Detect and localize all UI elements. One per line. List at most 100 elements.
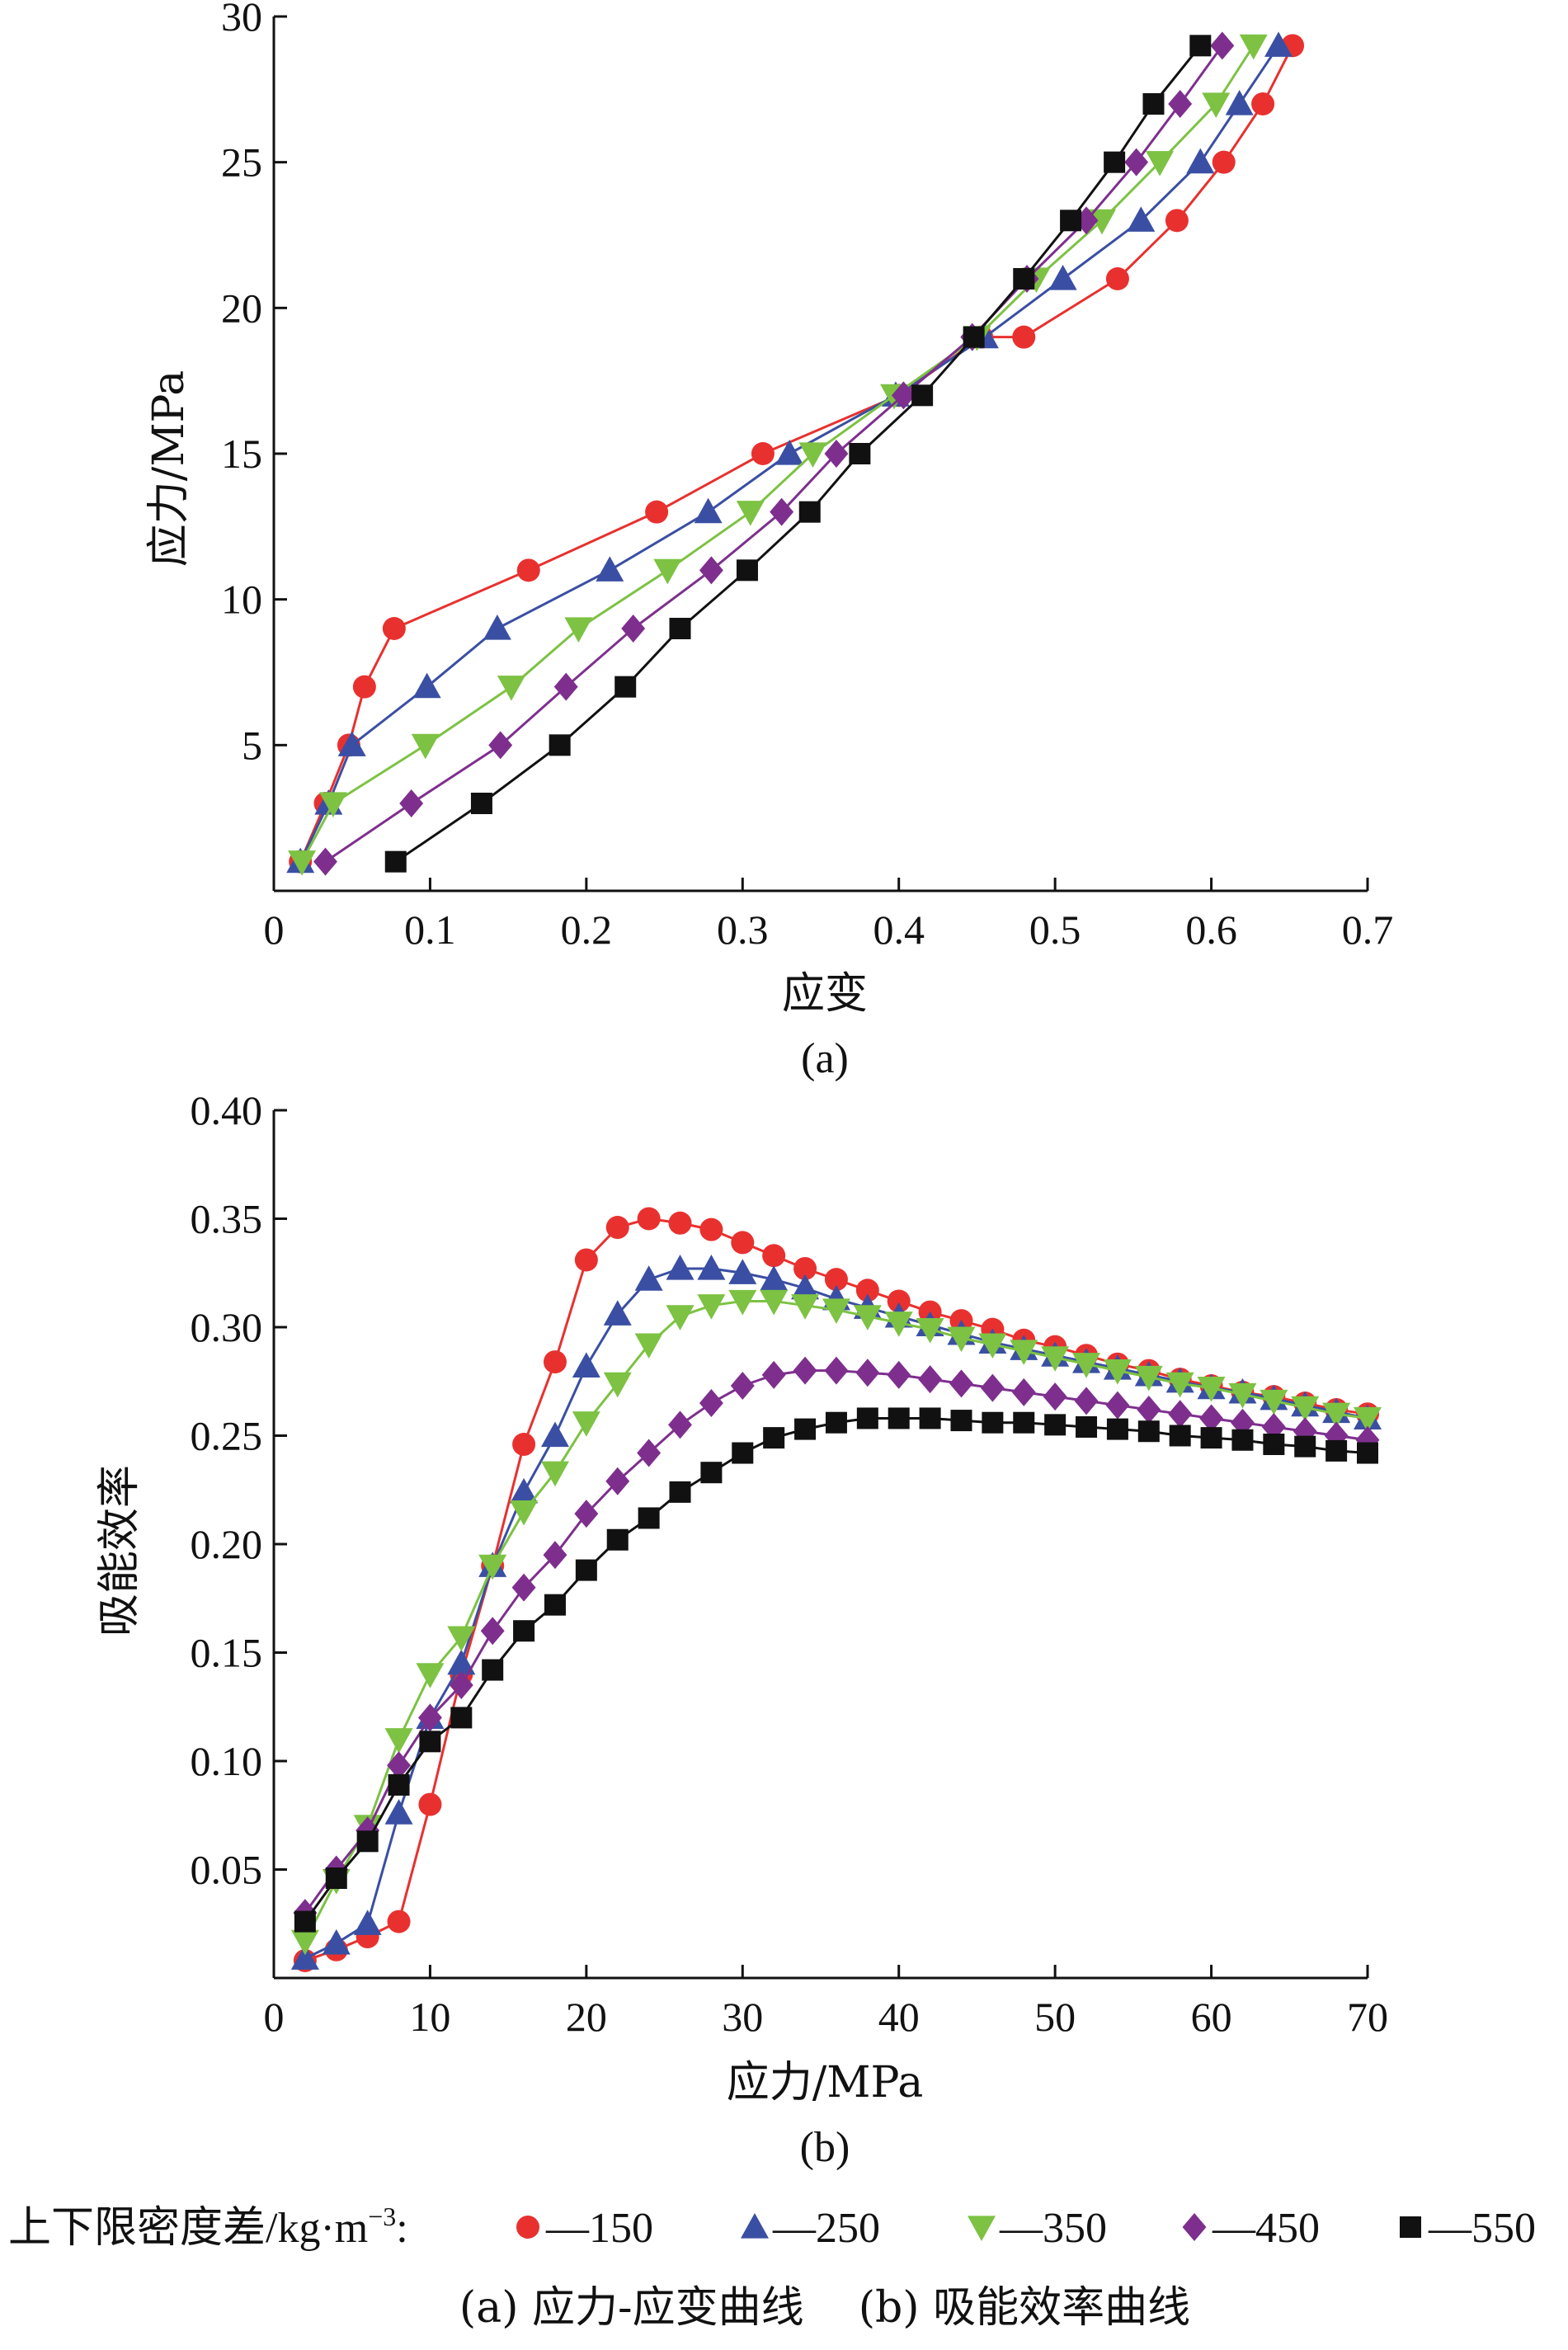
panel-b-series-550-point xyxy=(763,1427,785,1449)
panel-b-series-350-point xyxy=(540,1461,569,1487)
legend-item-350: —350 xyxy=(968,2205,1107,2252)
panel-b-series-450-point xyxy=(387,1751,411,1780)
legend-marker-icon xyxy=(516,2216,539,2239)
panel-a-y-tick-label: 25 xyxy=(221,139,262,186)
panel-b-series-350-point xyxy=(884,1312,913,1337)
panel-b-series-550-point xyxy=(700,1462,723,1484)
panel-a-x-tick-label: 0.7 xyxy=(1342,907,1394,953)
panel-b-series-550-point xyxy=(482,1659,504,1681)
panel-a-series-550-point xyxy=(384,850,407,873)
panel-a-series-550-point xyxy=(911,384,934,407)
panel-b-series-550-point xyxy=(513,1620,535,1642)
panel-a-label: (a) xyxy=(801,1035,849,1082)
panel-a-series-550 xyxy=(384,35,1212,873)
panel-b-series-250-point xyxy=(447,1649,476,1675)
panel-a-series-450-point xyxy=(553,672,578,701)
panel-a-series-450-point xyxy=(621,615,646,643)
panel-b-series-450-point xyxy=(1011,1378,1036,1406)
panel-b-series-350-point xyxy=(572,1411,600,1437)
panel-b-series-350-point xyxy=(1041,1346,1070,1372)
legend-marker-icon xyxy=(968,2216,996,2241)
panel-b-xlabel: 应力/MPa xyxy=(727,2058,923,2107)
panel-a-series-350-point xyxy=(1146,151,1175,177)
panel-a-series-250-point xyxy=(1264,31,1293,57)
panel-b-series-450-point xyxy=(511,1573,536,1602)
panel-a-series-150-point xyxy=(645,500,669,524)
panel-b-series-450-point xyxy=(793,1356,817,1385)
panel-a-x-tick-label: 0 xyxy=(264,907,285,953)
panel-b-series-150-point xyxy=(543,1350,567,1374)
panel-a-series-550-point xyxy=(1013,268,1035,290)
panel-b-series-250-point xyxy=(760,1265,789,1291)
legend-marker-icon xyxy=(1400,2216,1421,2238)
panel-a-series-250-point xyxy=(412,672,441,699)
panel-b-label: (b) xyxy=(800,2124,850,2171)
panel-b-y-tick-label: 0.15 xyxy=(191,1630,263,1676)
panel-b-series-150-point xyxy=(855,1279,879,1302)
panel-b-series-150-point xyxy=(418,1792,442,1816)
panel-b-x-tick-label: 40 xyxy=(878,1994,920,2040)
panel-b-x-tick-label: 0 xyxy=(264,1994,285,2040)
panel-b-series-350-point xyxy=(1228,1382,1257,1409)
panel-b-series-550-point xyxy=(856,1407,878,1429)
panel-b-series-350-point xyxy=(1165,1372,1194,1398)
panel-b-series-150-point xyxy=(793,1256,817,1280)
panel-a-series-550-point xyxy=(470,793,492,814)
panel-b-series-250-point xyxy=(353,1910,382,1935)
panel-b-axes: 0 10 20 30 40 50 60 70 0.05 0.10 0.15 0.20 0.25 0.30 0… xyxy=(191,1087,1389,2040)
panel-b-series-350-point xyxy=(478,1554,507,1580)
panel-a-y-tick-label: 10 xyxy=(221,577,262,623)
legend-prefix: 上下限密度差/kg·m−3: xyxy=(8,2202,408,2252)
panel-b-series-150-point xyxy=(574,1248,598,1272)
panel-b-absorption-efficiency-chart: 0 10 20 30 40 50 60 70 0.05 0.10 0.15 0.20 0.25 0.30 0… xyxy=(95,1087,1388,2171)
panel-b-series-250-point xyxy=(791,1274,820,1300)
panel-b-series-450-point xyxy=(824,1356,849,1385)
panel-b-series-550-point xyxy=(825,1411,847,1434)
panel-b-series-150-point xyxy=(824,1268,848,1292)
panel-b-series-350-point xyxy=(290,1929,319,1956)
panel-a-series-250-point xyxy=(596,556,624,582)
panel-a-series-150-point xyxy=(1165,209,1189,233)
panel-b-x-tick-label: 20 xyxy=(566,1994,607,2040)
panel-a-series-450-point xyxy=(1168,90,1193,118)
panel-a-series-450-point xyxy=(399,789,424,817)
panel-a-series-350-point xyxy=(288,850,317,876)
panel-b-series-450-point xyxy=(1199,1404,1224,1433)
panel-b-series-550-point xyxy=(1231,1429,1254,1451)
panel-a-y-tick-label: 15 xyxy=(221,431,262,477)
panel-b-series-550-point xyxy=(794,1418,817,1440)
panel-b-series-550-point xyxy=(1044,1414,1067,1436)
panel-b-series-450-point xyxy=(605,1467,630,1495)
panel-b-series-150-point xyxy=(668,1211,692,1235)
panel-b-series-550-point xyxy=(919,1407,941,1429)
panel-b-series-150-point xyxy=(699,1217,723,1241)
panel-b-series-250-point xyxy=(290,1944,319,1970)
panel-a-series-150-point xyxy=(1212,150,1236,174)
panel-b-y-tick-label: 0.40 xyxy=(191,1087,263,1133)
panel-b-series-350-point xyxy=(1354,1406,1382,1433)
legend-item-250: —250 xyxy=(741,2205,880,2252)
panel-a-x-tick-label: 0.2 xyxy=(561,907,613,953)
panel-a-series-350-point xyxy=(1087,209,1116,235)
panel-a-series-550-line xyxy=(394,45,1202,863)
panel-a-series-450-point xyxy=(770,497,794,526)
panel-a-series-550-point xyxy=(1189,35,1212,57)
panel-a-x-tick-label: 0.5 xyxy=(1029,907,1081,953)
panel-a-stress-strain-chart: 0 0.1 0.2 0.3 0.4 0.5 0.6 0.7 5 10 15 20 25 30 应变 应力/… xyxy=(144,0,1393,1082)
panel-b-series-550-point xyxy=(388,1773,410,1796)
panel-b-series-550-point xyxy=(732,1442,754,1464)
panel-b-series-150-point xyxy=(731,1231,755,1255)
panel-b-series-550-point xyxy=(575,1559,597,1581)
panel-a-series-350-point xyxy=(564,617,593,643)
panel-b-series-250-point xyxy=(697,1254,726,1280)
panel-b-series-450-point xyxy=(730,1372,755,1401)
panel-b-series-450-point xyxy=(1074,1387,1099,1415)
panel-b-series-550-point xyxy=(606,1528,629,1551)
panel-a-x-tick-label: 0.6 xyxy=(1185,907,1237,953)
panel-b-series-450-point xyxy=(1168,1400,1193,1429)
panel-a-series-550-point xyxy=(736,559,758,582)
panel-b-series-350-point xyxy=(947,1326,976,1353)
panel-b-series-550-point xyxy=(1294,1435,1316,1458)
panel-b-series-150-point xyxy=(512,1433,536,1457)
